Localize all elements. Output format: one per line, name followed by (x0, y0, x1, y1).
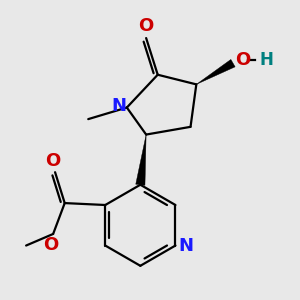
Polygon shape (196, 59, 235, 84)
Text: N: N (179, 236, 194, 254)
Text: O: O (46, 152, 61, 170)
Polygon shape (136, 135, 146, 185)
Text: O: O (139, 17, 154, 35)
Text: N: N (112, 97, 127, 115)
Text: H: H (259, 51, 273, 69)
Text: O: O (44, 236, 59, 254)
Text: O: O (235, 51, 250, 69)
